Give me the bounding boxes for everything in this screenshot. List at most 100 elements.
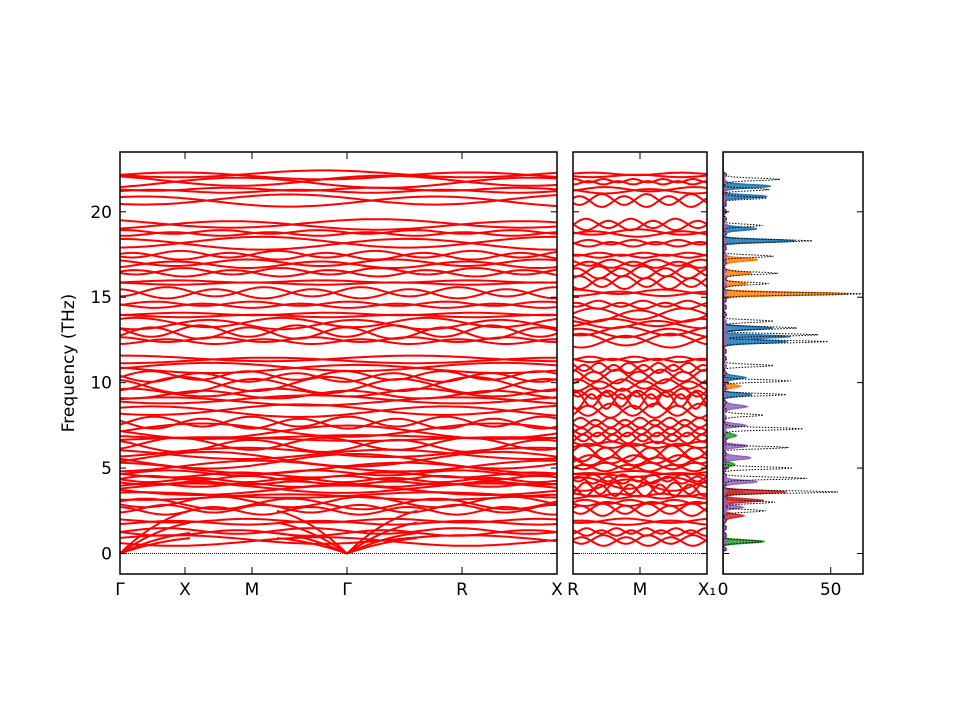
second-band xyxy=(573,188,707,195)
second-band xyxy=(573,217,707,230)
second-band xyxy=(573,327,707,339)
main-band xyxy=(120,480,557,486)
dos-panel: 0 50 xyxy=(718,151,864,600)
main-acoustic-branch xyxy=(346,509,418,555)
second-band xyxy=(573,536,707,547)
main-band xyxy=(120,471,557,479)
second-band xyxy=(573,334,707,349)
main-band xyxy=(120,169,557,179)
second-band xyxy=(573,228,707,236)
main-band xyxy=(120,318,557,331)
second-band xyxy=(573,517,707,524)
second-band xyxy=(573,299,707,308)
second-band xyxy=(573,265,707,278)
second-band xyxy=(573,418,707,429)
second-band xyxy=(573,171,707,177)
second-band xyxy=(573,504,707,517)
second-band xyxy=(573,364,707,375)
x-tick-label: X xyxy=(551,580,563,600)
x-tick-label: M xyxy=(245,580,260,600)
main-acoustic-branch xyxy=(276,537,348,555)
main-band xyxy=(120,387,557,398)
main-band xyxy=(120,267,557,276)
main-band xyxy=(120,251,557,261)
main-band xyxy=(120,229,557,235)
main-band xyxy=(120,438,557,453)
y-tick-label: 10 xyxy=(90,374,112,394)
main-band xyxy=(120,286,557,298)
main-band xyxy=(120,503,557,514)
second-band xyxy=(573,498,707,505)
second-band xyxy=(573,527,707,535)
second-band xyxy=(573,378,707,390)
main-band xyxy=(120,529,557,537)
y-axis-ticks-dos xyxy=(723,211,863,554)
x-tick-label: R xyxy=(456,580,468,600)
second-band xyxy=(573,186,707,193)
main-band xyxy=(120,218,557,229)
x-axis-ticks-dos: 0 50 xyxy=(718,567,842,600)
main-band xyxy=(120,377,557,395)
second-band xyxy=(573,332,707,347)
main-band xyxy=(120,302,557,309)
main-band xyxy=(120,403,557,416)
second-band xyxy=(573,309,707,323)
main-band xyxy=(120,220,557,231)
band-panel-main-frame xyxy=(119,151,558,575)
main-band xyxy=(120,188,557,194)
band-lines-second xyxy=(573,171,707,547)
second-band xyxy=(573,431,707,443)
main-band xyxy=(120,174,557,187)
main-acoustic-branch xyxy=(120,537,191,555)
main-band xyxy=(120,288,557,300)
dos-total-curve xyxy=(723,152,863,574)
y-axis-ticks: 0 5 10 15 20 xyxy=(90,203,557,564)
second-band xyxy=(573,288,707,295)
main-band xyxy=(120,193,557,206)
second-band xyxy=(573,402,707,417)
second-band xyxy=(573,483,707,498)
second-band xyxy=(573,440,707,447)
main-band xyxy=(120,482,557,488)
main-band xyxy=(120,171,557,181)
second-band xyxy=(573,180,707,186)
main-band xyxy=(120,195,557,208)
main-acoustic-branch xyxy=(120,521,191,555)
second-band xyxy=(573,471,707,478)
main-band xyxy=(120,249,557,259)
second-band xyxy=(573,301,707,310)
main-band xyxy=(120,527,557,535)
main-band xyxy=(120,231,557,237)
second-band xyxy=(573,404,707,419)
x-tick-label: X₁ xyxy=(698,580,716,600)
second-band xyxy=(573,416,707,427)
main-band xyxy=(120,237,557,251)
second-band xyxy=(573,476,707,490)
band-panel-main: 0 5 10 15 20 Γ X M Γ R X Frequency (THz) xyxy=(59,151,563,600)
main-band xyxy=(120,269,557,278)
main-band xyxy=(120,260,557,269)
y-axis-label: Frequency (THz) xyxy=(59,294,79,433)
main-band xyxy=(120,389,557,400)
main-acoustic-branch xyxy=(346,537,418,555)
main-band xyxy=(120,497,557,511)
main-band xyxy=(120,316,557,329)
main-band xyxy=(120,176,557,189)
second-band xyxy=(573,258,707,267)
main-band xyxy=(120,417,557,430)
second-band xyxy=(573,277,707,290)
main-band xyxy=(120,326,557,340)
second-band xyxy=(573,391,707,408)
second-band xyxy=(573,502,707,515)
second-band xyxy=(573,238,707,246)
second-band xyxy=(573,433,707,445)
main-band xyxy=(120,336,557,344)
x-tick-label: X xyxy=(179,580,191,600)
second-band xyxy=(573,219,707,232)
main-band xyxy=(120,469,557,477)
main-band xyxy=(120,356,557,365)
second-band xyxy=(573,534,707,545)
main-band xyxy=(120,363,557,374)
